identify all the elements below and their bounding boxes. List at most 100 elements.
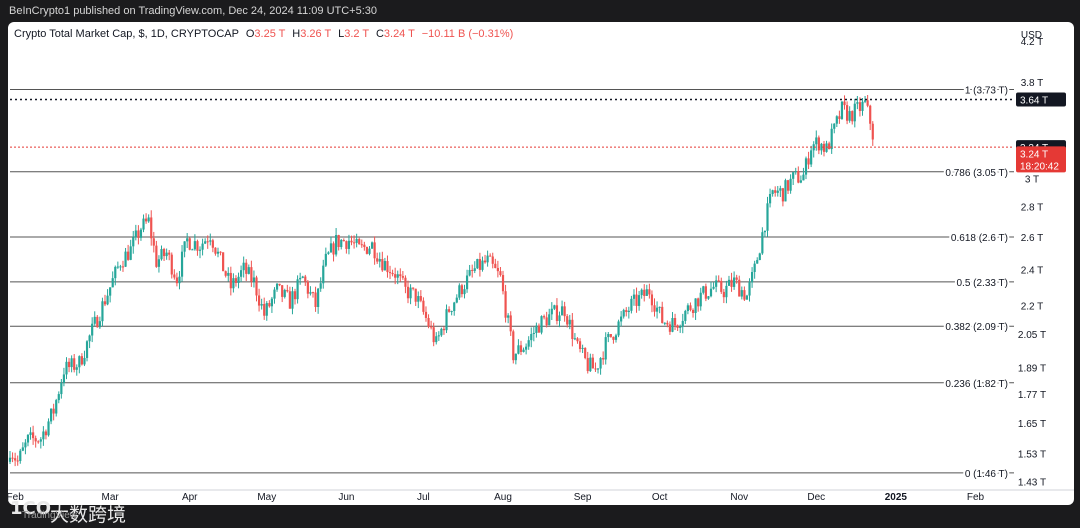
- time-tick: Mar: [102, 492, 120, 503]
- candle-body: [396, 274, 399, 278]
- candle-body: [332, 243, 335, 255]
- candle-body: [29, 432, 32, 435]
- candle-body: [833, 123, 836, 129]
- time-tick: Oct: [652, 492, 668, 503]
- candle-body: [550, 308, 553, 315]
- chart-panel[interactable]: 1 (3.73 T) 0.786 (3.05 T) 0.618 (2.6 T) 0.5…: [8, 22, 1074, 505]
- candle-body: [237, 276, 240, 283]
- time-tick: Jun: [338, 492, 354, 503]
- candle-body: [527, 340, 530, 347]
- candle-body: [432, 327, 435, 343]
- candle-body: [771, 190, 774, 195]
- candle-body: [234, 278, 238, 283]
- candle-body: [314, 292, 317, 307]
- candle-body: [573, 338, 577, 340]
- price-tick: 1.77 T: [1018, 390, 1046, 401]
- candle-body: [758, 253, 761, 261]
- candle-body: [491, 256, 494, 264]
- candle-body: [381, 259, 384, 271]
- candle-body: [748, 282, 751, 296]
- candle-body: [19, 450, 22, 462]
- candle-body: [501, 275, 505, 292]
- candle-body: [540, 316, 543, 333]
- candle-body: [70, 358, 73, 368]
- candle-body: [830, 128, 833, 150]
- candle-body: [512, 331, 515, 361]
- candle-body: [129, 246, 132, 260]
- candle-body: [607, 334, 610, 338]
- candle-body: [804, 158, 808, 175]
- candle-body: [401, 276, 404, 278]
- candle-body: [222, 252, 225, 272]
- candle-body: [232, 278, 235, 289]
- price-tick: 3.8 T: [1021, 78, 1044, 89]
- candle-body: [851, 111, 854, 122]
- candle-body: [735, 277, 738, 280]
- candle-body: [24, 442, 27, 448]
- candle-body: [596, 368, 600, 370]
- candle-body: [704, 286, 707, 299]
- candle-body: [668, 324, 672, 332]
- price-chart[interactable]: 1 (3.73 T) 0.786 (3.05 T) 0.618 (2.6 T) 0.5…: [8, 22, 1074, 505]
- candle-body: [327, 252, 330, 254]
- candle-body: [863, 100, 867, 102]
- candle-body: [437, 335, 440, 337]
- time-tick: Sep: [574, 492, 592, 503]
- candle-body: [378, 259, 381, 262]
- candle-body: [106, 295, 109, 305]
- candle-body: [722, 291, 725, 298]
- time-tick: Apr: [182, 492, 198, 503]
- candle-body: [566, 316, 569, 325]
- candle-body: [299, 277, 302, 280]
- candle-body: [337, 235, 340, 248]
- candle-body: [858, 102, 862, 111]
- candle-body: [121, 266, 125, 268]
- candle-body: [435, 336, 438, 343]
- candle-body: [494, 263, 497, 268]
- price-tick: 2.6 T: [1021, 233, 1044, 244]
- candle-body: [322, 265, 325, 284]
- candle-body: [697, 298, 700, 307]
- candle-body: [91, 323, 94, 336]
- candle-body: [155, 245, 158, 267]
- candle-body: [360, 244, 363, 246]
- candle-body: [132, 237, 135, 247]
- fib-label: 0.618 (2.6 T): [951, 233, 1008, 244]
- candle-body: [504, 291, 507, 318]
- fib-label: 0.5 (2.33 T): [956, 278, 1008, 289]
- candle-body: [602, 358, 605, 360]
- candle-body: [614, 335, 618, 340]
- candle-body: [347, 240, 351, 249]
- candle-body: [620, 316, 623, 322]
- candle-body: [707, 296, 710, 299]
- candle-body: [525, 346, 528, 350]
- candle-body: [175, 277, 179, 284]
- candle-body: [394, 274, 397, 278]
- price-lines: [10, 98, 1014, 148]
- candle-body: [152, 238, 155, 246]
- candle-body: [473, 268, 476, 271]
- candle-body: [306, 281, 309, 294]
- candle-body: [663, 322, 666, 324]
- candle-body: [638, 295, 641, 306]
- candle-body: [535, 325, 538, 333]
- price-tick: 2.05 T: [1018, 330, 1046, 341]
- candle-body: [417, 296, 420, 302]
- fib-label: 0 (1.46 T): [965, 469, 1008, 480]
- candle-body: [365, 247, 369, 254]
- candle-body: [273, 289, 276, 299]
- candle-body: [648, 289, 651, 295]
- candle-body: [26, 434, 30, 443]
- price-tick: 1.89 T: [1018, 363, 1046, 374]
- candle-body: [702, 286, 705, 293]
- candle-body: [427, 317, 430, 327]
- candle-body: [530, 334, 533, 341]
- candle-body: [37, 441, 40, 443]
- candle-body: [743, 290, 746, 300]
- candle-body: [275, 283, 279, 290]
- candle-body: [720, 280, 723, 292]
- candle-body: [412, 287, 415, 289]
- candle-body: [866, 100, 869, 106]
- candle-body: [219, 251, 222, 253]
- candle-body: [612, 336, 615, 340]
